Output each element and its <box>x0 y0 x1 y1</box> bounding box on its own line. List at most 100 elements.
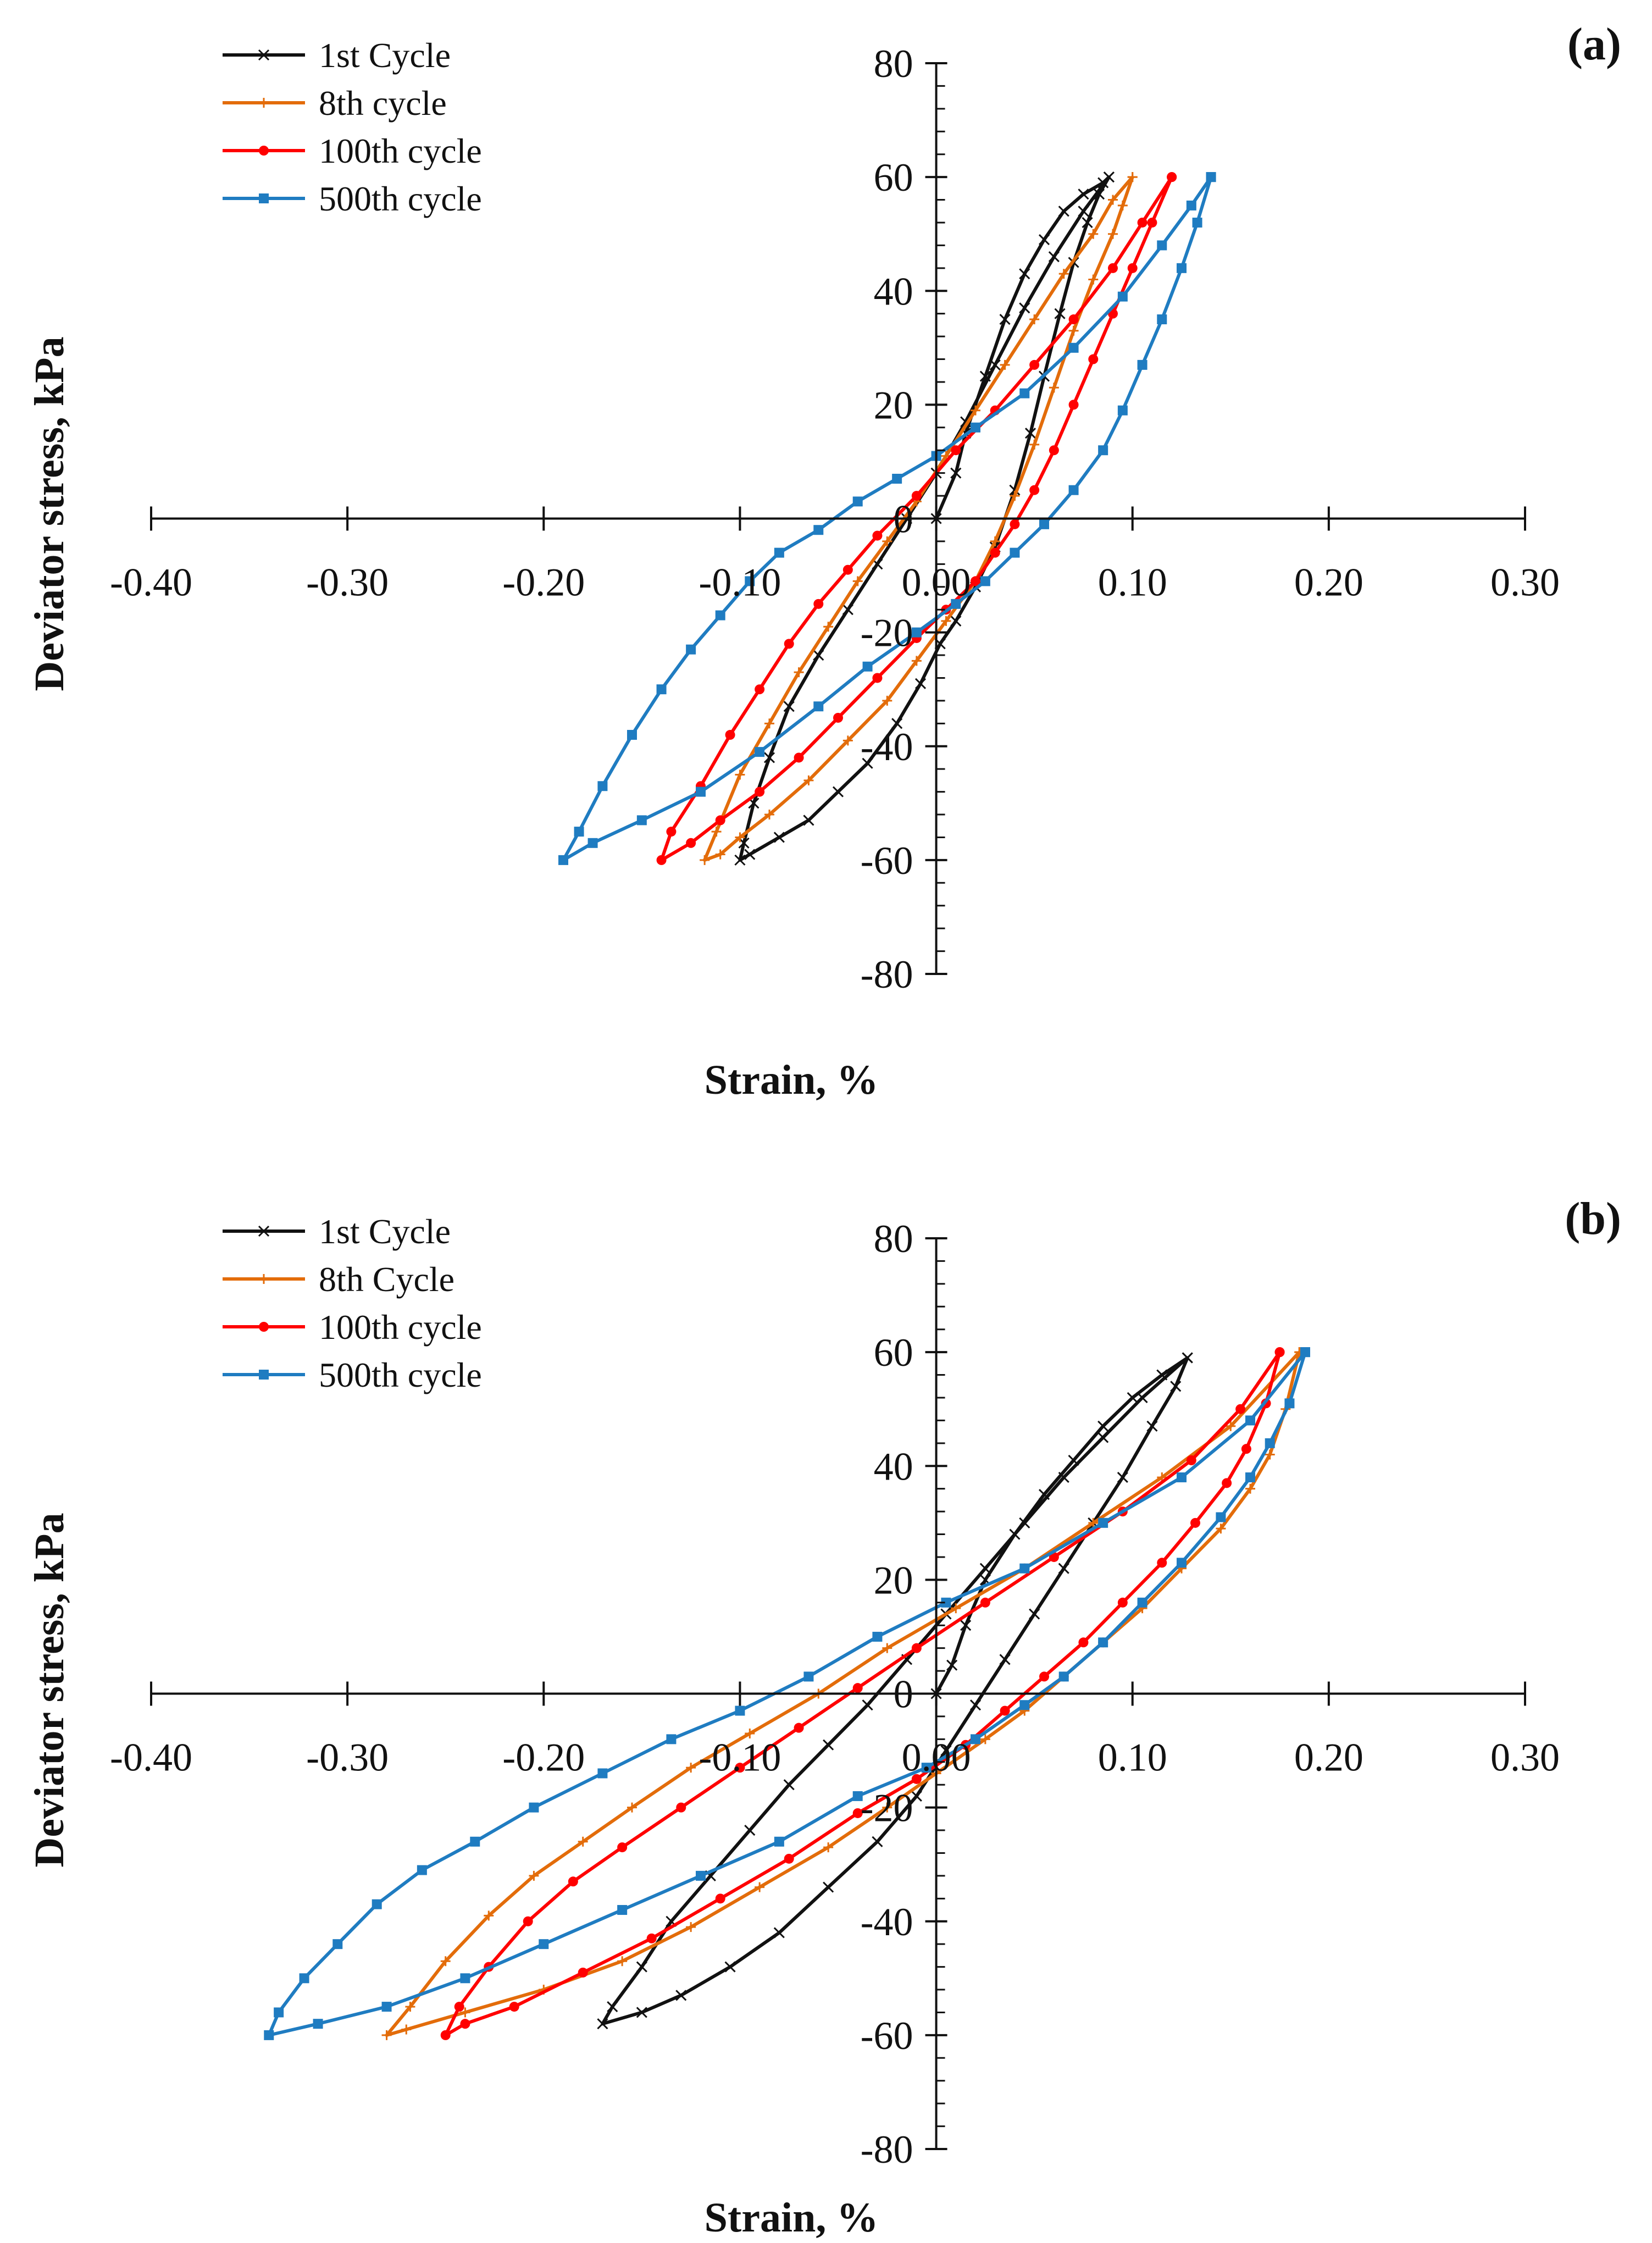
data-point <box>529 1870 539 1881</box>
data-point <box>862 1699 873 1711</box>
data-point <box>372 1899 382 1909</box>
data-point <box>1117 405 1128 416</box>
data-point <box>299 1973 309 1984</box>
data-point <box>823 1881 834 1893</box>
data-point <box>1147 217 1157 228</box>
legend-label: 8th Cycle <box>319 1260 454 1299</box>
data-point <box>313 2019 323 2029</box>
data-point <box>607 2001 618 2013</box>
data-point <box>1265 1449 1275 1460</box>
data-point <box>773 1927 785 1939</box>
x-tick-label: 0.20 <box>1294 1736 1363 1780</box>
data-point <box>735 1763 745 1773</box>
data-point <box>979 370 991 382</box>
data-point <box>980 576 990 586</box>
data-point <box>1009 1528 1021 1540</box>
data-point <box>686 1922 696 1932</box>
data-point <box>1137 1597 1147 1608</box>
data-point <box>745 576 755 586</box>
data-point <box>1039 519 1049 529</box>
y-tick-label: 60 <box>874 1331 913 1375</box>
data-point <box>1068 314 1079 325</box>
legend-item-8th-cycle: 8th Cycle <box>223 1260 454 1299</box>
data-point <box>734 854 746 866</box>
data-point <box>842 564 853 575</box>
data-point <box>842 604 853 616</box>
data-point <box>715 1893 725 1904</box>
series-8th-cycle <box>381 1347 1305 2040</box>
data-point <box>842 735 853 746</box>
data-point <box>783 701 795 712</box>
data-point <box>1058 269 1069 279</box>
data-point <box>1157 314 1167 325</box>
data-point <box>617 1956 628 1967</box>
data-point <box>440 1956 451 1967</box>
data-point <box>862 757 873 769</box>
data-point <box>951 599 961 609</box>
panel-a-tag: (a) <box>1567 19 1621 70</box>
data-point <box>484 1910 494 1921</box>
data-point <box>1156 1369 1168 1381</box>
x-tick-label: 0.30 <box>1490 561 1560 605</box>
data-point <box>882 1802 892 1813</box>
data-point <box>696 1870 706 1881</box>
data-point <box>1058 1471 1069 1483</box>
data-point <box>1078 206 1089 217</box>
data-point <box>1127 263 1138 273</box>
data-point <box>1108 263 1118 273</box>
data-point <box>460 1973 470 1984</box>
y-tick-label: -40 <box>861 725 913 769</box>
data-point <box>951 1603 961 1614</box>
y-tick-label: 80 <box>874 42 913 86</box>
data-point <box>1284 1398 1295 1409</box>
x-tick-label: -0.20 <box>502 1736 585 1780</box>
data-point <box>921 1763 932 1773</box>
data-point <box>833 712 843 723</box>
data-point <box>755 1882 765 1892</box>
data-point <box>872 530 883 541</box>
legend-item-1st-cycle: 1st Cycle <box>223 36 451 75</box>
data-point <box>1274 1347 1285 1358</box>
x-tick-label: -0.10 <box>699 1736 781 1780</box>
x-tick-label: 0.00 <box>902 561 971 605</box>
data-point <box>852 1808 863 1818</box>
data-point <box>700 855 710 865</box>
data-point <box>656 684 667 695</box>
data-point <box>990 536 1000 546</box>
data-point <box>587 838 598 848</box>
data-point <box>951 445 961 456</box>
data-point <box>1068 1454 1079 1466</box>
data-point <box>1117 1597 1128 1608</box>
data-point <box>1177 1472 1187 1482</box>
legend-marker <box>259 1370 269 1380</box>
data-point <box>617 1905 628 1915</box>
data-point <box>1167 172 1177 182</box>
data-point <box>1029 485 1040 495</box>
data-point <box>892 474 902 484</box>
x-tick-label: 0.10 <box>1098 1736 1167 1780</box>
data-point <box>1054 308 1066 319</box>
data-point <box>745 1728 755 1738</box>
data-point <box>1127 1392 1138 1404</box>
data-point <box>627 1802 637 1813</box>
legend-item-1st-cycle: 1st Cycle <box>223 1212 451 1251</box>
data-point <box>979 1563 991 1574</box>
data-point <box>1019 1700 1030 1710</box>
x-tick-label: -0.40 <box>110 561 192 605</box>
data-point <box>1127 172 1138 182</box>
data-point <box>1117 200 1128 211</box>
data-point <box>971 422 980 433</box>
data-point <box>832 786 844 797</box>
data-point <box>1190 1518 1200 1528</box>
data-point <box>882 1643 892 1653</box>
data-point <box>1088 229 1099 239</box>
data-point <box>460 2019 470 2029</box>
data-point <box>417 1865 427 1875</box>
y-tick-label: -80 <box>861 2128 913 2172</box>
legend-item-100th-cycle: 100th cycle <box>223 1308 482 1347</box>
data-point <box>911 491 922 501</box>
data-point <box>578 1967 588 1978</box>
data-point <box>744 849 756 860</box>
data-point <box>1048 251 1060 263</box>
y-tick-label: -20 <box>861 1786 913 1830</box>
